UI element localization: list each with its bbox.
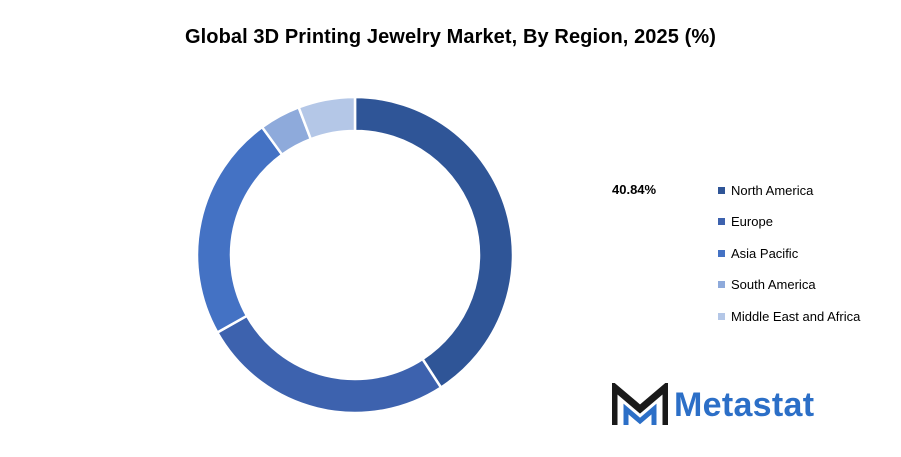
legend-swatch: [718, 249, 725, 257]
legend-swatch: [718, 186, 725, 194]
legend-label: North America: [731, 182, 814, 198]
donut-chart: [195, 95, 515, 415]
legend-swatch: [718, 281, 725, 288]
legend-label: Asia Pacific: [731, 245, 799, 261]
legend-swatch: [718, 312, 725, 320]
legend-label: Europe: [731, 214, 773, 229]
legend-item: South America: [718, 275, 860, 295]
metastat-logo-icon: [612, 383, 668, 425]
legend-item: Middle East and Africa: [718, 306, 860, 326]
brand-name: Metastat: [674, 385, 815, 424]
chart-title: Global 3D Printing Jewelry Market, By Re…: [184, 26, 717, 48]
donut-slice-north-america: [353, 95, 515, 390]
legend-item: Europe: [718, 212, 860, 232]
legend-item: North America: [718, 180, 860, 200]
donut-slice-middle-east-and-africa: [297, 95, 357, 141]
chart-legend: North America Europe Asia Pacific South Ame…: [718, 180, 860, 338]
donut-slice-europe: [215, 314, 443, 415]
legend-label: South America: [731, 277, 816, 292]
brand-logo: Metastat: [612, 383, 814, 427]
legend-swatch: [718, 218, 725, 225]
legend-item: Asia Pacific: [718, 243, 860, 263]
donut-slice-asia-pacific: [195, 125, 284, 335]
highlight-value-label: 40.84%: [612, 182, 657, 197]
legend-label: Middle East and Africa: [731, 308, 861, 324]
